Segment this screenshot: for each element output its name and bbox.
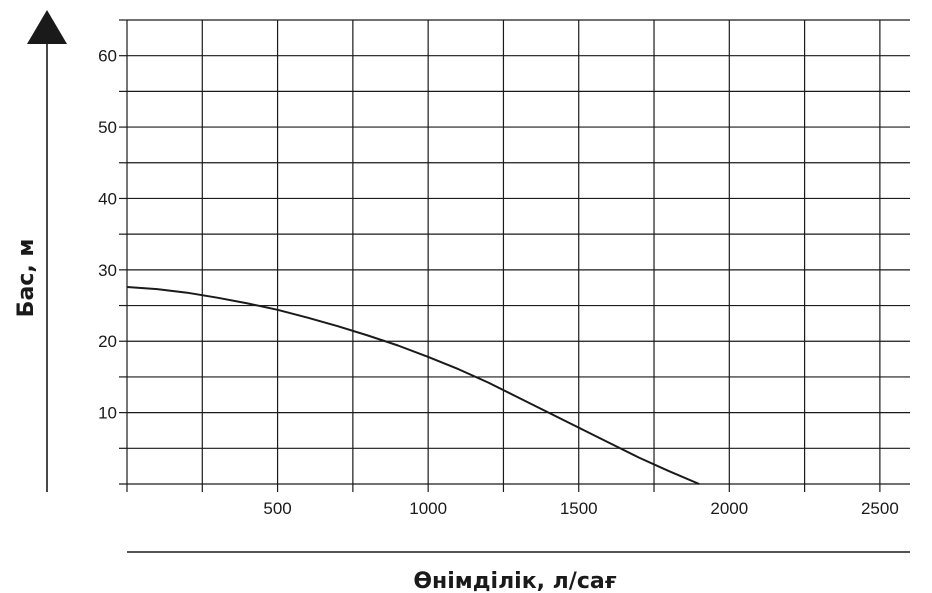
y-tick-label: 50 <box>98 118 117 137</box>
x-tick-label: 2000 <box>710 499 748 518</box>
grid <box>119 19 910 492</box>
x-tick-label: 2500 <box>861 499 899 518</box>
y-axis-arrowhead-icon <box>27 10 67 44</box>
y-tick-label: 40 <box>98 189 117 208</box>
series <box>126 286 700 485</box>
y-axis-title: Бас, м <box>14 239 39 318</box>
x-tick-label: 500 <box>263 499 291 518</box>
y-tick-label: 30 <box>98 261 117 280</box>
x-axis-title: Өнімділік, л/сағ <box>413 569 616 593</box>
y-tick-label: 20 <box>98 332 117 351</box>
y-tick-label: 10 <box>98 404 117 423</box>
y-tick-label: 60 <box>98 47 117 66</box>
x-tick-label: 1500 <box>560 499 598 518</box>
x-tick-label: 1000 <box>409 499 447 518</box>
tick-labels: 500 1000 1500 2000 2500 10 20 30 40 50 60 <box>98 47 899 518</box>
series-line-pump-curve <box>126 286 700 485</box>
axes <box>27 10 910 553</box>
